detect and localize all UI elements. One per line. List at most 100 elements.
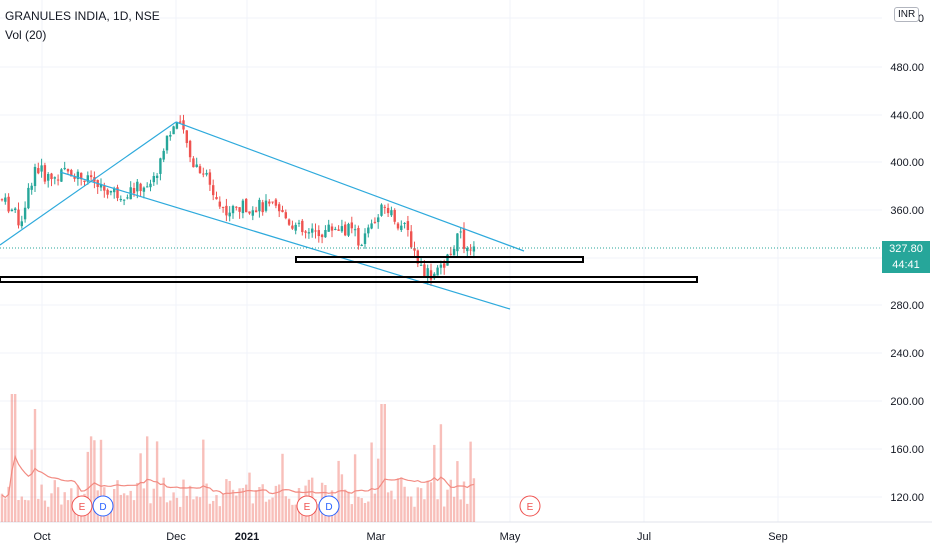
volume-bar: [198, 497, 202, 522]
volume-bar: [231, 489, 235, 522]
candle-body: [472, 246, 476, 252]
volume-bar: [122, 493, 126, 522]
volume-bar: [403, 486, 406, 522]
volume-bar: [235, 495, 238, 522]
price-tick-label: 480.00: [890, 62, 924, 74]
volume-bar: [99, 439, 103, 522]
candle-body: [383, 206, 386, 208]
volume-bar: [456, 461, 459, 522]
volume-bar: [439, 424, 443, 522]
volume-bar: [294, 504, 297, 522]
volume-bar: [446, 489, 449, 522]
candle-body: [386, 207, 390, 214]
candle-body: [390, 210, 393, 216]
volume-bar: [264, 501, 268, 522]
candle-body: [20, 221, 23, 227]
volume-bar: [93, 440, 96, 522]
candle-body: [291, 225, 294, 229]
candle-body: [103, 186, 106, 191]
candle-body: [327, 224, 330, 232]
volume-bar: [433, 444, 436, 522]
volume-bar: [208, 503, 212, 522]
volume-bar: [50, 493, 53, 522]
candle-body: [7, 196, 10, 212]
candle-body: [89, 175, 93, 178]
time-tick-label: Oct: [33, 531, 50, 543]
candle-body: [429, 270, 433, 280]
volume-bar: [212, 500, 215, 522]
volume-bar: [179, 506, 182, 522]
volume-bar: [238, 488, 241, 522]
volume-bar: [215, 495, 218, 522]
candle-body: [212, 185, 215, 196]
candle-body: [172, 126, 175, 135]
volume-bar: [126, 495, 129, 522]
volume-bar: [452, 496, 456, 522]
candle-body: [142, 187, 146, 192]
candle-body: [109, 190, 113, 193]
volume-ma-line: [1, 454, 475, 499]
volume-bar: [10, 394, 14, 522]
price-tick-label: 440.00: [890, 110, 924, 122]
candle-body: [192, 158, 195, 168]
volume-bar: [33, 409, 37, 522]
candle-body: [264, 200, 268, 211]
candle-body: [146, 186, 149, 188]
volume-bar: [258, 487, 261, 522]
volume-bar: [419, 488, 423, 522]
candle-body: [248, 211, 251, 214]
channel-upper-line: [175, 121, 525, 252]
volume-bar: [159, 496, 162, 522]
volume-bar: [139, 453, 142, 522]
volume-bar: [73, 506, 76, 522]
candle-body: [122, 199, 126, 201]
candle-body: [10, 209, 14, 212]
candle-body: [268, 201, 271, 204]
volume-bar: [53, 480, 56, 522]
volume-bar: [70, 488, 73, 522]
trend-lines[interactable]: [0, 121, 698, 310]
dividend-marker: [318, 495, 340, 517]
candle-body: [70, 170, 73, 177]
candle-body: [43, 165, 47, 182]
candle-body: [251, 210, 254, 216]
time-axis[interactable]: Oct Dec 2021 Mar May Jul Sep: [33, 531, 787, 543]
countdown-tag: 44:41: [882, 257, 930, 273]
candle-body: [63, 167, 66, 170]
price-tick-label: 200.00: [890, 396, 924, 408]
volume-indicator-label[interactable]: Vol (20): [5, 28, 47, 42]
time-tick-label: May: [500, 531, 521, 543]
symbol-title[interactable]: GRANULES INDIA, 1D, NSE: [5, 9, 160, 23]
volume-bar: [63, 492, 66, 522]
volume-bar: [30, 449, 33, 522]
candle-body: [360, 244, 363, 246]
volume-bar: [248, 472, 251, 522]
candle-body: [23, 207, 27, 220]
candle-body: [436, 267, 439, 276]
candle-body: [320, 234, 324, 238]
volume-bar: [221, 494, 225, 522]
volume-bar: [152, 488, 155, 522]
candle-body: [334, 228, 337, 230]
candle-body: [370, 223, 373, 229]
candle-body: [205, 172, 208, 175]
candle-body: [347, 223, 350, 236]
time-tick-label: 2021: [235, 531, 259, 543]
candle-body: [208, 172, 212, 185]
candle-body: [238, 207, 241, 212]
volume-bar: [462, 481, 466, 522]
volume-bar: [20, 496, 23, 522]
earnings-marker: [296, 495, 318, 517]
volume-bar: [436, 499, 439, 522]
volume-bar: [172, 492, 175, 522]
volume-bar: [278, 484, 281, 522]
candle-body: [241, 200, 245, 214]
marker-label: E: [304, 502, 311, 513]
candle-body: [304, 231, 307, 233]
volume-bar: [317, 504, 320, 522]
currency-button[interactable]: INR: [894, 7, 920, 22]
candle-body: [159, 158, 162, 174]
volume-bar: [162, 477, 165, 522]
